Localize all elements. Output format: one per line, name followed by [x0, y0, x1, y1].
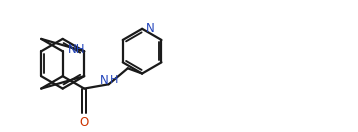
Text: N: N — [100, 74, 109, 87]
Text: NH: NH — [67, 43, 85, 56]
Text: H: H — [110, 76, 118, 85]
Text: O: O — [79, 116, 89, 129]
Text: N: N — [146, 22, 155, 35]
